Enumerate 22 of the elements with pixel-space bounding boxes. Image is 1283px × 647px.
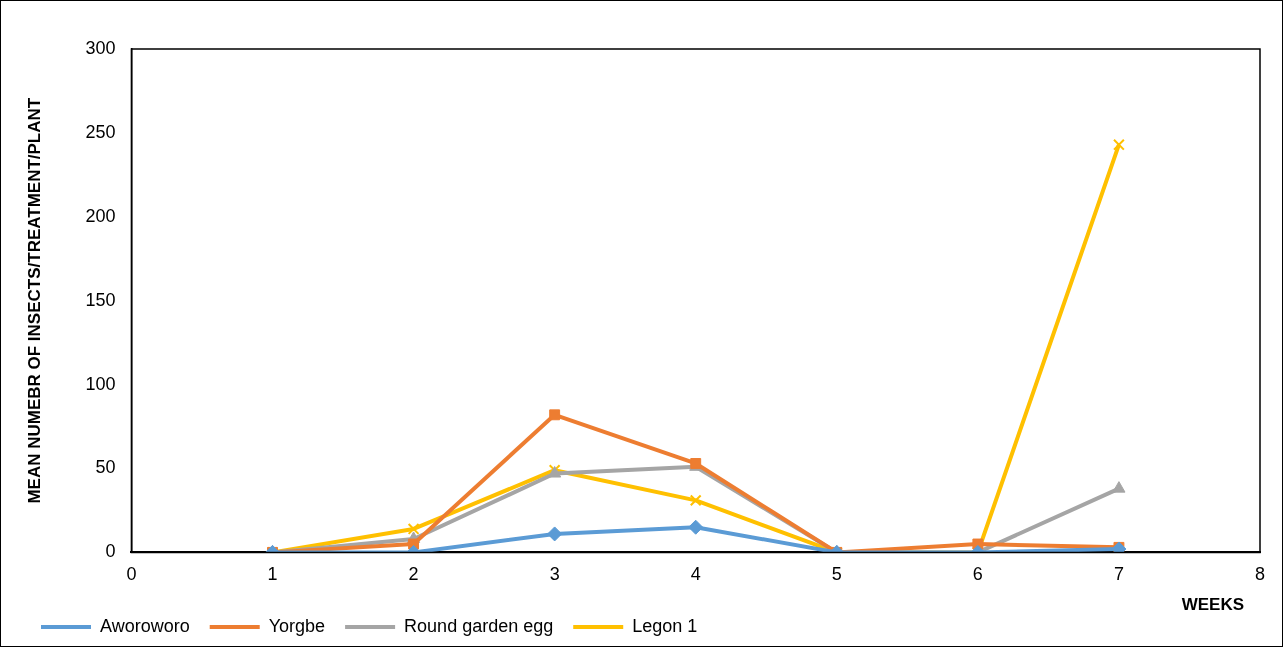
legend-label: Round garden egg [404,615,554,636]
x-axis-title: WEEKS [1181,595,1244,615]
legend-label: Aworoworo [100,615,190,636]
x-tick-label: 2 [408,564,419,585]
x-tick-label: 4 [690,564,701,585]
x-tick-label: 7 [1113,564,1124,585]
y-tick-label: 200 [85,205,116,226]
legend-label: Legon 1 [632,615,698,636]
y-tick-label: 300 [85,37,116,58]
y-tick-label: 100 [85,373,116,394]
y-tick-label: 0 [105,541,116,562]
x-tick-label: 8 [1254,564,1266,585]
y-tick-label: 150 [85,289,116,310]
y-tick-label: 250 [85,121,116,142]
x-tick-label: 0 [126,564,137,585]
x-tick-label: 1 [267,564,278,585]
x-tick-label: 5 [831,564,842,585]
y-axis-title: MEAN NUMEBR OF INSECTS/TREATMENT/PLANT [24,97,44,504]
x-tick-label: 3 [549,564,560,585]
x-tick-label: 6 [972,564,983,585]
legend-label: Yorgbe [268,615,326,636]
y-tick-label: 50 [95,457,116,478]
